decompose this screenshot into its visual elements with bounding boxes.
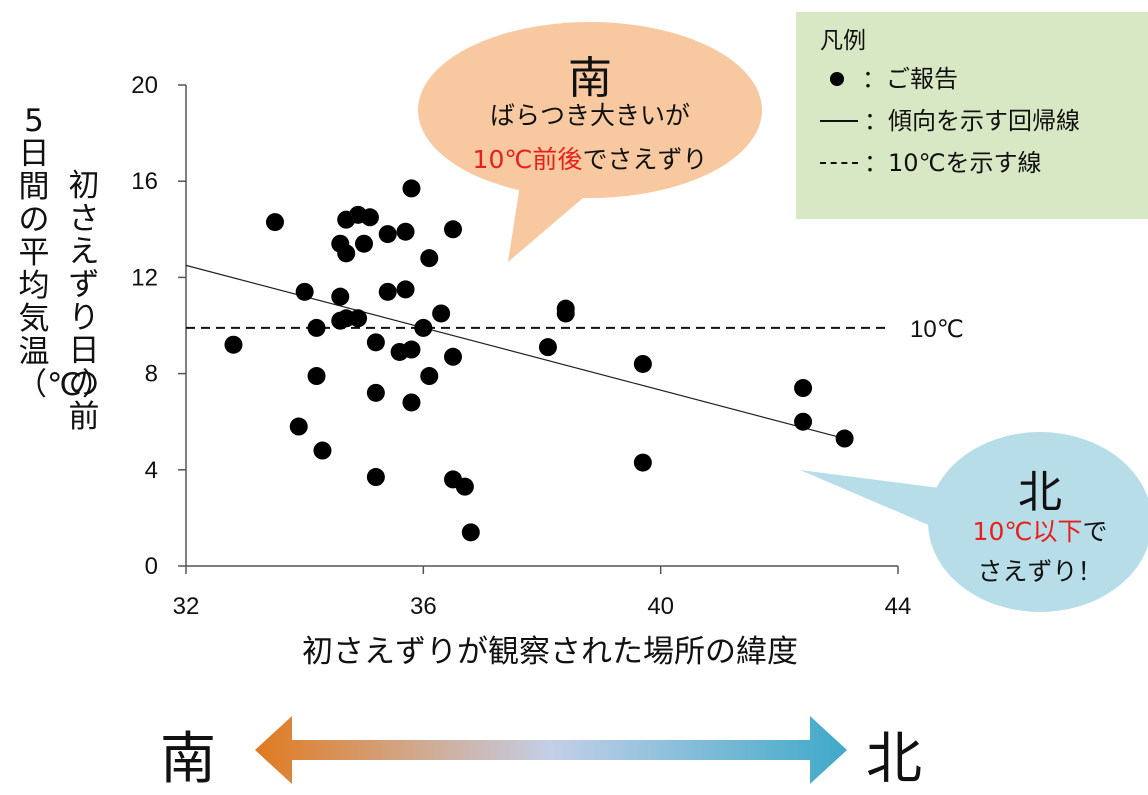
y-tick-label: 16 (131, 168, 158, 195)
legend: 凡例 ：ご報告 ：傾向を示す回帰線 ：10℃を示す線 (796, 12, 1148, 219)
south-callout-bubble (418, 22, 762, 262)
legend-item-threshold: ：10℃を示す線 (820, 142, 1148, 184)
direction-label-north: 北 (866, 727, 922, 792)
data-point (444, 347, 462, 366)
north-callout-line2: さえずり！ (977, 557, 1103, 586)
legend-title: 凡例 (820, 28, 866, 54)
dashed-line-icon (820, 162, 858, 164)
data-point (360, 208, 379, 227)
data-point (402, 340, 421, 359)
south-callout-line2: 10℃前後でさえずり (430, 140, 750, 176)
data-point (794, 412, 813, 431)
data-point (307, 367, 326, 386)
data-point (396, 222, 415, 241)
data-point (414, 318, 433, 337)
data-point (402, 393, 421, 412)
south-callout-line1: ばらつき大きいが (489, 101, 690, 130)
data-point (349, 309, 368, 328)
data-point (633, 453, 652, 472)
legend-label-reports: ：ご報告 (862, 65, 958, 93)
data-point (366, 383, 385, 402)
data-point (224, 335, 243, 354)
data-point (331, 287, 350, 306)
data-point (378, 225, 397, 244)
data-point (420, 367, 439, 386)
y-tick-label: 12 (131, 264, 158, 291)
y-tick-label: 0 (145, 553, 158, 580)
direction-label-south: 南 (160, 727, 216, 792)
data-point (455, 477, 474, 496)
data-point (444, 220, 462, 239)
data-point (420, 249, 439, 268)
data-point (295, 282, 314, 301)
legend-label-threshold: ：10℃を示す線 (864, 149, 1042, 177)
data-point (266, 213, 284, 232)
data-point (366, 333, 385, 352)
y-tick-label: 20 (131, 72, 158, 99)
north-callout-bubble (800, 432, 1148, 612)
data-point (633, 354, 652, 373)
y-tick-label: 8 (145, 361, 158, 388)
south-callout-highlight: 10℃前後 (472, 145, 583, 174)
south-callout-title: 南 (568, 53, 612, 104)
y-axis-label-line1: 初さえずり日の前 (68, 168, 100, 435)
data-point (366, 468, 385, 487)
legend-item-regression: ：傾向を示す回帰線 (820, 100, 1148, 142)
data-point (461, 523, 480, 542)
x-tick-label: 44 (885, 593, 912, 620)
data-point (402, 179, 421, 198)
north-callout-title: 北 (1018, 467, 1062, 518)
data-point (556, 299, 575, 318)
data-point (538, 338, 557, 357)
data-point (835, 429, 854, 448)
data-point (289, 417, 308, 436)
regression-line (185, 264, 845, 440)
data-point (313, 441, 332, 460)
data-point (337, 244, 356, 263)
threshold-line-label: 10℃ (910, 316, 964, 343)
north-callout-line1: 10℃以下で (935, 512, 1145, 548)
south-north-arrow (255, 716, 847, 784)
data-point (396, 280, 415, 299)
data-point (378, 282, 397, 301)
x-tick-label: 40 (647, 593, 674, 620)
legend-item-reports: ：ご報告 (820, 58, 1148, 100)
data-point (794, 379, 813, 398)
north-callout-line1-rest: で (1082, 517, 1108, 546)
south-callout-line2-rest: でさえずり (582, 145, 708, 174)
data-point (432, 304, 451, 323)
solid-line-icon (820, 120, 858, 122)
x-axis-label: 初さえずりが観察された場所の緯度 (302, 634, 798, 670)
data-point (355, 234, 373, 253)
dot-marker-icon (830, 72, 844, 86)
north-callout-highlight: 10℃以下 (972, 517, 1083, 546)
x-tick-label: 36 (410, 593, 437, 620)
data-point (307, 318, 326, 337)
legend-label-regression: ：傾向を示す回帰線 (864, 107, 1080, 135)
y-axis-label-line2: 5日間の平均気温（℃） (16, 103, 113, 403)
x-tick-label: 32 (173, 593, 200, 620)
y-tick-label: 4 (145, 457, 158, 484)
